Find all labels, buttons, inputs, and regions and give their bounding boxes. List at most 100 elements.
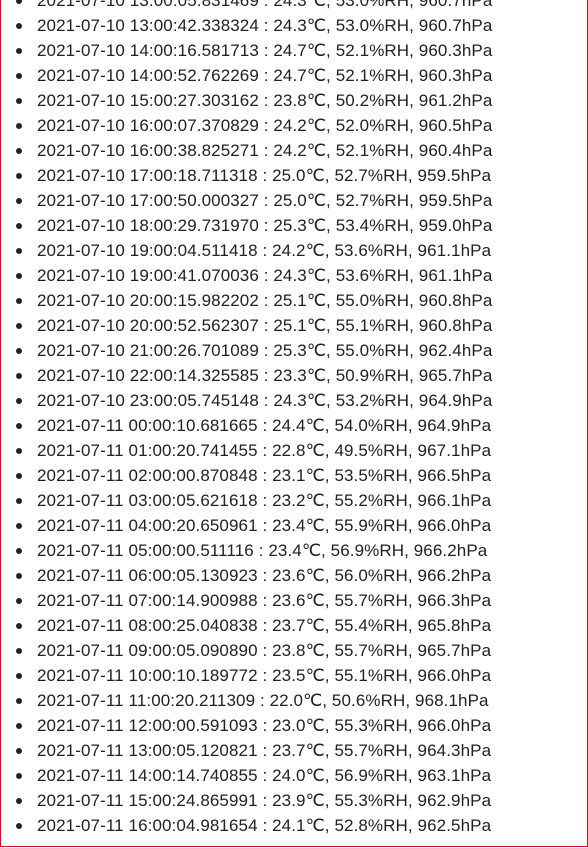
log-entry-text: 2021-07-11 00:00:10.681665 : 24.4℃, 54.0…: [37, 416, 492, 435]
list-item: 2021-07-10 16:00:07.370829 : 24.2℃, 52.0…: [1, 113, 587, 138]
bullet-icon: [16, 448, 22, 454]
bullet-icon: [16, 323, 22, 329]
log-entry-text: 2021-07-11 10:00:10.189772 : 23.5℃, 55.1…: [37, 666, 492, 685]
bullet-icon: [16, 373, 22, 379]
bullet-icon: [16, 523, 22, 529]
log-entry-text: 2021-07-11 14:00:14.740855 : 24.0℃, 56.9…: [37, 766, 492, 785]
list-item: 2021-07-11 15:00:24.865991 : 23.9℃, 55.3…: [1, 788, 587, 813]
log-entry-text: 2021-07-10 14:00:16.581713 : 24.7℃, 52.1…: [37, 41, 493, 60]
bullet-icon: [16, 198, 22, 204]
bullet-icon: [16, 623, 22, 629]
log-entry-text: 2021-07-10 20:00:52.562307 : 25.1℃, 55.1…: [37, 316, 493, 335]
list-item: 2021-07-11 06:00:05.130923 : 23.6℃, 56.0…: [1, 563, 587, 588]
log-entry-text: 2021-07-11 02:00:00.870848 : 23.1℃, 53.5…: [37, 466, 492, 485]
list-item: 2021-07-10 15:00:27.303162 : 23.8℃, 50.2…: [1, 88, 587, 113]
list-item: 2021-07-11 02:00:00.870848 : 23.1℃, 53.5…: [1, 463, 587, 488]
bullet-icon: [16, 48, 22, 54]
log-entry-text: 2021-07-10 19:00:41.070036 : 24.3℃, 53.6…: [37, 266, 493, 285]
list-item: 2021-07-10 19:00:04.511418 : 24.2℃, 53.6…: [1, 238, 587, 263]
bullet-icon: [16, 0, 22, 4]
bullet-icon: [16, 773, 22, 779]
bullet-icon: [16, 823, 22, 829]
list-item: 2021-07-11 08:00:25.040838 : 23.7℃, 55.4…: [1, 613, 587, 638]
list-item: 2021-07-10 22:00:14.325585 : 23.3℃, 50.9…: [1, 363, 587, 388]
list-item: 2021-07-11 09:00:05.090890 : 23.8℃, 55.7…: [1, 638, 587, 663]
log-entry-text: 2021-07-11 13:00:05.120821 : 23.7℃, 55.7…: [37, 741, 492, 760]
list-item: 2021-07-10 19:00:41.070036 : 24.3℃, 53.6…: [1, 263, 587, 288]
bullet-icon: [16, 573, 22, 579]
list-item: 2021-07-10 18:00:29.731970 : 25.3℃, 53.4…: [1, 213, 587, 238]
bullet-icon: [16, 148, 22, 154]
log-entry-text: 2021-07-10 23:00:05.745148 : 24.3℃, 53.2…: [37, 391, 493, 410]
bullet-icon: [16, 473, 22, 479]
log-entry-text: 2021-07-10 18:00:29.731970 : 25.3℃, 53.4…: [37, 216, 493, 235]
list-item: 2021-07-10 13:00:05.831469 : 24.3℃, 53.0…: [1, 0, 587, 13]
list-item: 2021-07-10 17:00:50.000327 : 25.0℃, 52.7…: [1, 188, 587, 213]
list-item: 2021-07-10 17:00:18.711318 : 25.0℃, 52.7…: [1, 163, 587, 188]
log-entry-text: 2021-07-10 19:00:04.511418 : 24.2℃, 53.6…: [37, 241, 492, 260]
bullet-icon: [16, 273, 22, 279]
log-entry-text: 2021-07-10 20:00:15.982202 : 25.1℃, 55.0…: [37, 291, 493, 310]
list-item: 2021-07-11 12:00:00.591093 : 23.0℃, 55.3…: [1, 713, 587, 738]
list-item: 2021-07-11 16:00:04.981654 : 24.1℃, 52.8…: [1, 813, 587, 838]
list-item: 2021-07-10 16:00:38.825271 : 24.2℃, 52.1…: [1, 138, 587, 163]
list-item: 2021-07-11 13:00:05.120821 : 23.7℃, 55.7…: [1, 738, 587, 763]
bullet-icon: [16, 223, 22, 229]
list-item: 2021-07-10 13:00:42.338324 : 24.3℃, 53.0…: [1, 13, 587, 38]
list-item: 2021-07-10 20:00:15.982202 : 25.1℃, 55.0…: [1, 288, 587, 313]
log-entry-text: 2021-07-10 16:00:38.825271 : 24.2℃, 52.1…: [37, 141, 493, 160]
log-entry-text: 2021-07-10 16:00:07.370829 : 24.2℃, 52.0…: [37, 116, 493, 135]
log-entry-text: 2021-07-10 15:00:27.303162 : 23.8℃, 50.2…: [37, 91, 493, 110]
bullet-icon: [16, 73, 22, 79]
log-entry-text: 2021-07-11 16:00:04.981654 : 24.1℃, 52.8…: [37, 816, 492, 835]
bullet-icon: [16, 423, 22, 429]
bullet-icon: [16, 598, 22, 604]
list-item: 2021-07-10 14:00:52.762269 : 24.7℃, 52.1…: [1, 63, 587, 88]
log-entry-text: 2021-07-11 11:00:20.211309 : 22.0℃, 50.6…: [37, 691, 489, 710]
log-entry-text: 2021-07-11 01:00:20.741455 : 22.8℃, 49.5…: [37, 441, 492, 460]
log-entry-text: 2021-07-10 22:00:14.325585 : 23.3℃, 50.9…: [37, 366, 493, 385]
bullet-icon: [16, 98, 22, 104]
log-entry-text: 2021-07-11 06:00:05.130923 : 23.6℃, 56.0…: [37, 566, 492, 585]
list-item: 2021-07-11 00:00:10.681665 : 24.4℃, 54.0…: [1, 413, 587, 438]
bullet-icon: [16, 548, 22, 554]
log-entry-text: 2021-07-11 05:00:00.511116 : 23.4℃, 56.9…: [37, 541, 488, 560]
log-entry-text: 2021-07-11 07:00:14.900988 : 23.6℃, 55.7…: [37, 591, 492, 610]
log-entry-text: 2021-07-10 17:00:18.711318 : 25.0℃, 52.7…: [37, 166, 492, 185]
bullet-icon: [16, 648, 22, 654]
list-item: 2021-07-11 03:00:05.621618 : 23.2℃, 55.2…: [1, 488, 587, 513]
bullet-icon: [16, 348, 22, 354]
list-item: 2021-07-10 14:00:16.581713 : 24.7℃, 52.1…: [1, 38, 587, 63]
bullet-icon: [16, 723, 22, 729]
bullet-icon: [16, 248, 22, 254]
bullet-icon: [16, 298, 22, 304]
log-entry-text: 2021-07-10 17:00:50.000327 : 25.0℃, 52.7…: [37, 191, 493, 210]
log-entry-text: 2021-07-11 15:00:24.865991 : 23.9℃, 55.3…: [37, 791, 492, 810]
bullet-icon: [16, 123, 22, 129]
bullet-icon: [16, 748, 22, 754]
log-entry-text: 2021-07-10 14:00:52.762269 : 24.7℃, 52.1…: [37, 66, 493, 85]
log-entry-text: 2021-07-11 08:00:25.040838 : 23.7℃, 55.4…: [37, 616, 492, 635]
bullet-icon: [16, 498, 22, 504]
log-entry-text: 2021-07-11 12:00:00.591093 : 23.0℃, 55.3…: [37, 716, 492, 735]
bullet-icon: [16, 398, 22, 404]
bullet-icon: [16, 698, 22, 704]
log-entry-text: 2021-07-11 04:00:20.650961 : 23.4℃, 55.9…: [37, 516, 492, 535]
list-item: 2021-07-11 11:00:20.211309 : 22.0℃, 50.6…: [1, 688, 587, 713]
list-item: 2021-07-10 20:00:52.562307 : 25.1℃, 55.1…: [1, 313, 587, 338]
list-item: 2021-07-11 01:00:20.741455 : 22.8℃, 49.5…: [1, 438, 587, 463]
bullet-icon: [16, 173, 22, 179]
log-entry-text: 2021-07-10 13:00:42.338324 : 24.3℃, 53.0…: [37, 16, 493, 35]
list-item: 2021-07-11 07:00:14.900988 : 23.6℃, 55.7…: [1, 588, 587, 613]
list-item: 2021-07-11 14:00:14.740855 : 24.0℃, 56.9…: [1, 763, 587, 788]
list-item: 2021-07-10 21:00:26.701089 : 25.3℃, 55.0…: [1, 338, 587, 363]
list-item: 2021-07-11 04:00:20.650961 : 23.4℃, 55.9…: [1, 513, 587, 538]
log-entry-text: 2021-07-11 03:00:05.621618 : 23.2℃, 55.2…: [37, 491, 492, 510]
log-entry-text: 2021-07-10 13:00:05.831469 : 24.3℃, 53.0…: [37, 0, 493, 10]
log-entry-text: 2021-07-11 09:00:05.090890 : 23.8℃, 55.7…: [37, 641, 492, 660]
list-item: 2021-07-11 05:00:00.511116 : 23.4℃, 56.9…: [1, 538, 587, 563]
bullet-icon: [16, 673, 22, 679]
list-item: 2021-07-11 10:00:10.189772 : 23.5℃, 55.1…: [1, 663, 587, 688]
